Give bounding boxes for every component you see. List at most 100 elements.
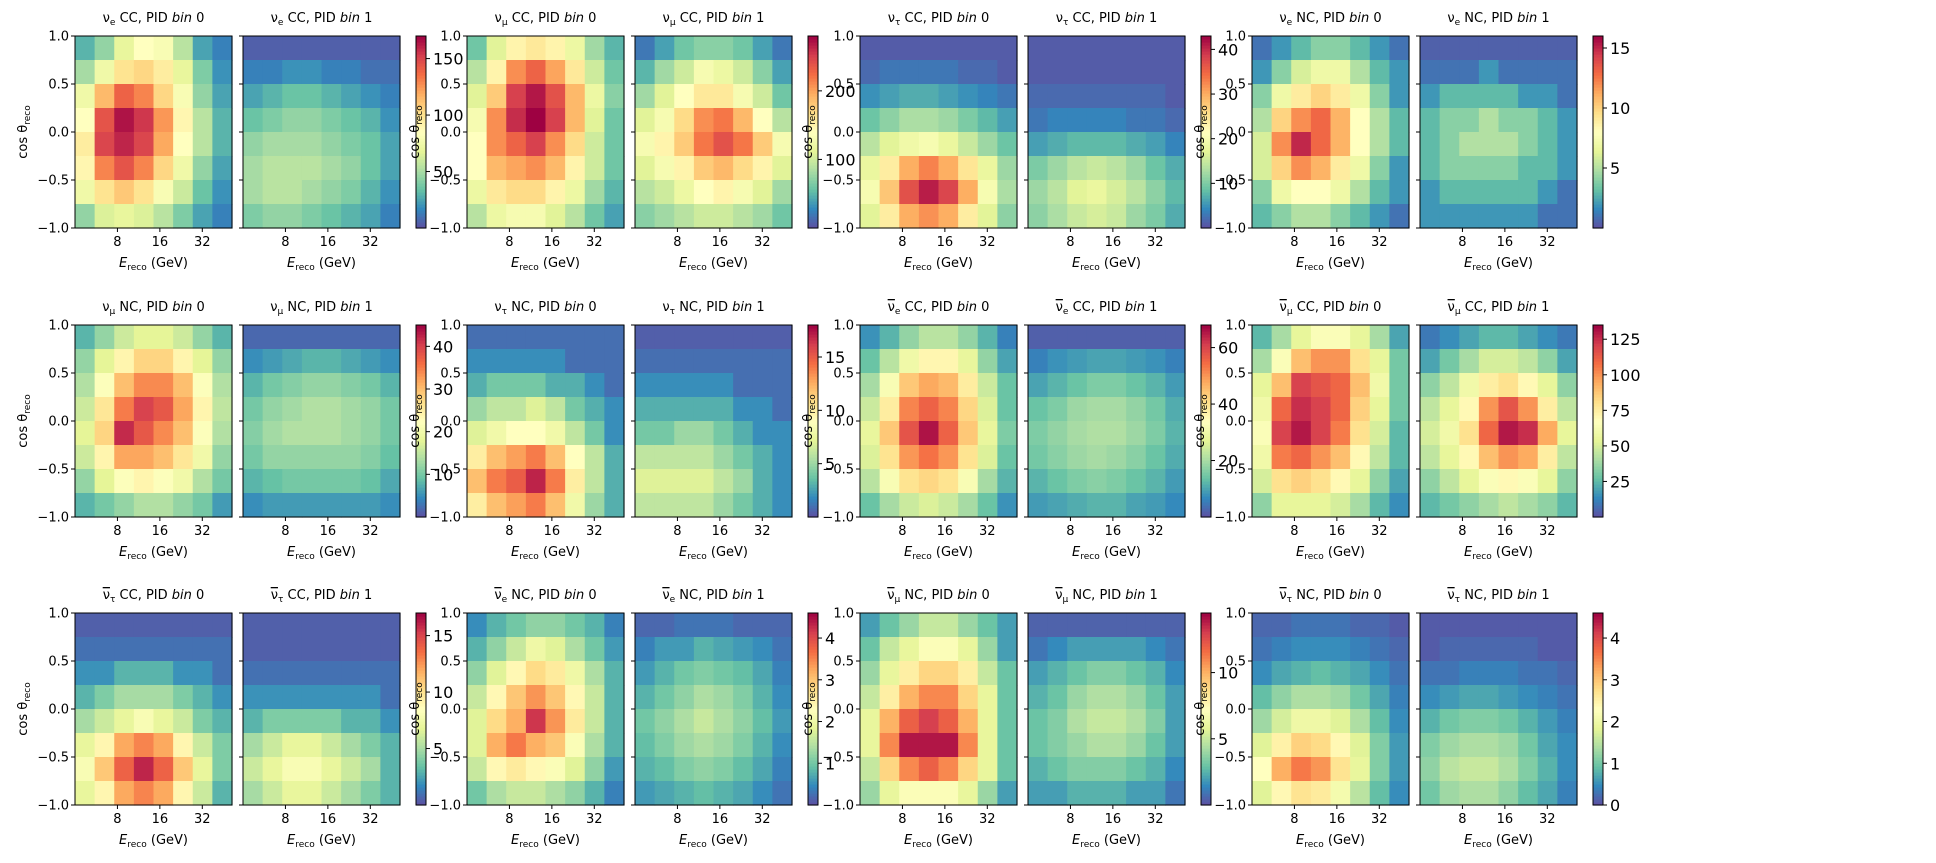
heatmap-cell xyxy=(918,204,940,229)
colorbar-segment xyxy=(808,685,818,689)
heatmap-cell xyxy=(525,709,547,734)
colorbar-segment xyxy=(1593,427,1603,431)
colorbar-segment xyxy=(808,57,818,61)
colorbar-segment xyxy=(1201,201,1211,205)
colorbar-segment xyxy=(416,640,426,644)
heatmap-cell xyxy=(114,445,135,470)
colorbar-segment xyxy=(416,757,426,761)
colorbar-segment xyxy=(416,153,426,157)
colorbar-segment xyxy=(808,796,818,800)
heatmap-cell xyxy=(1126,661,1147,686)
colorbar-tick-label: 10 xyxy=(433,683,453,702)
heatmap-cell xyxy=(958,180,979,205)
heatmap-cell xyxy=(1106,180,1127,205)
heatmap-cell xyxy=(1459,132,1480,157)
heatmap-cell xyxy=(565,421,586,446)
heatmap-cell xyxy=(545,60,566,85)
colorbar-frame xyxy=(1592,324,1604,518)
heatmap-cell xyxy=(899,349,920,374)
heatmap-cell xyxy=(1086,421,1108,446)
heatmap-cell xyxy=(1047,445,1068,470)
heatmap-cell xyxy=(321,421,342,446)
colorbar-segment xyxy=(416,466,426,470)
colorbar-tick-label: 3 xyxy=(825,671,835,690)
heatmap-cell xyxy=(958,132,979,157)
colorbar-frame xyxy=(1592,35,1604,229)
colorbar-segment xyxy=(1201,334,1211,338)
colorbar-segment xyxy=(1593,676,1603,680)
heatmap-cell xyxy=(114,781,135,806)
heatmap-cell xyxy=(565,132,586,157)
heatmap-cell xyxy=(1537,661,1558,686)
heatmap-cell xyxy=(75,637,96,662)
heatmap-cell xyxy=(1106,469,1127,494)
colorbar-segment xyxy=(1201,75,1211,79)
heatmap-cell xyxy=(1271,709,1292,734)
heatmap-cell xyxy=(635,733,656,758)
heatmap-cell xyxy=(1086,445,1108,470)
heatmap-cell xyxy=(1165,685,1186,710)
colorbar-segment xyxy=(1593,415,1603,419)
colorbar-segment xyxy=(808,766,818,770)
colorbar-segment xyxy=(1593,718,1603,722)
colorbar-segment xyxy=(416,105,426,109)
y-tick-label: 1.0 xyxy=(440,607,461,622)
heatmap-cell xyxy=(772,180,793,205)
heatmap-cell xyxy=(282,156,303,181)
x-tick-label: 8 xyxy=(113,235,121,250)
colorbar-segment xyxy=(416,219,426,223)
heatmap-cell xyxy=(525,325,547,350)
heatmap-cell xyxy=(1310,661,1332,686)
colorbar-segment xyxy=(416,54,426,58)
x-tick-label: 8 xyxy=(281,812,289,827)
colorbar-segment xyxy=(1201,448,1211,452)
colorbar-segment xyxy=(1593,502,1603,506)
heatmap-cell xyxy=(772,661,793,686)
heatmap-cell xyxy=(262,180,283,205)
colorbar-segment xyxy=(416,168,426,172)
colorbar-segment xyxy=(808,469,818,473)
heatmap-cell xyxy=(654,132,675,157)
colorbar-segment xyxy=(1593,781,1603,785)
heatmap-cell xyxy=(75,445,96,470)
heatmap-cell xyxy=(977,180,998,205)
heatmap-cell xyxy=(525,421,547,446)
heatmap-cell xyxy=(713,709,734,734)
colorbar-segment xyxy=(1201,505,1211,509)
y-tick-label: 0.0 xyxy=(440,703,461,718)
colorbar-segment xyxy=(1593,117,1603,121)
colorbar-segment xyxy=(808,358,818,362)
heatmap-cell xyxy=(713,685,734,710)
colorbar-frame xyxy=(807,35,819,229)
colorbar-segment xyxy=(808,478,818,482)
colorbar-segment xyxy=(808,75,818,79)
heatmap-cell xyxy=(1498,108,1519,133)
heatmap-cell xyxy=(1350,685,1371,710)
heatmap-cell xyxy=(1369,84,1390,109)
heatmap-cell xyxy=(879,685,900,710)
heatmap-cell xyxy=(604,733,625,758)
heatmap-cell xyxy=(94,325,115,350)
heatmap-cell xyxy=(75,613,96,638)
colorbar-segment xyxy=(1593,508,1603,512)
heatmap-cell xyxy=(860,469,881,494)
heatmap-cell xyxy=(938,757,959,782)
heatmap-cell xyxy=(1047,204,1068,229)
heatmap-cell xyxy=(879,84,900,109)
y-tick-label: −0.5 xyxy=(1214,174,1246,189)
colorbar-segment xyxy=(416,721,426,725)
heatmap-cell xyxy=(1291,156,1312,181)
heatmap-cell xyxy=(75,733,96,758)
y-tick-label: 0.5 xyxy=(48,367,69,382)
heatmap-cell xyxy=(243,373,264,398)
heatmap-cell xyxy=(545,685,566,710)
heatmap-cell xyxy=(674,108,695,133)
colorbar-segment xyxy=(416,679,426,683)
heatmap-cell xyxy=(1537,445,1558,470)
colorbar-segment xyxy=(1593,126,1603,130)
heatmap-cell xyxy=(1330,397,1351,422)
